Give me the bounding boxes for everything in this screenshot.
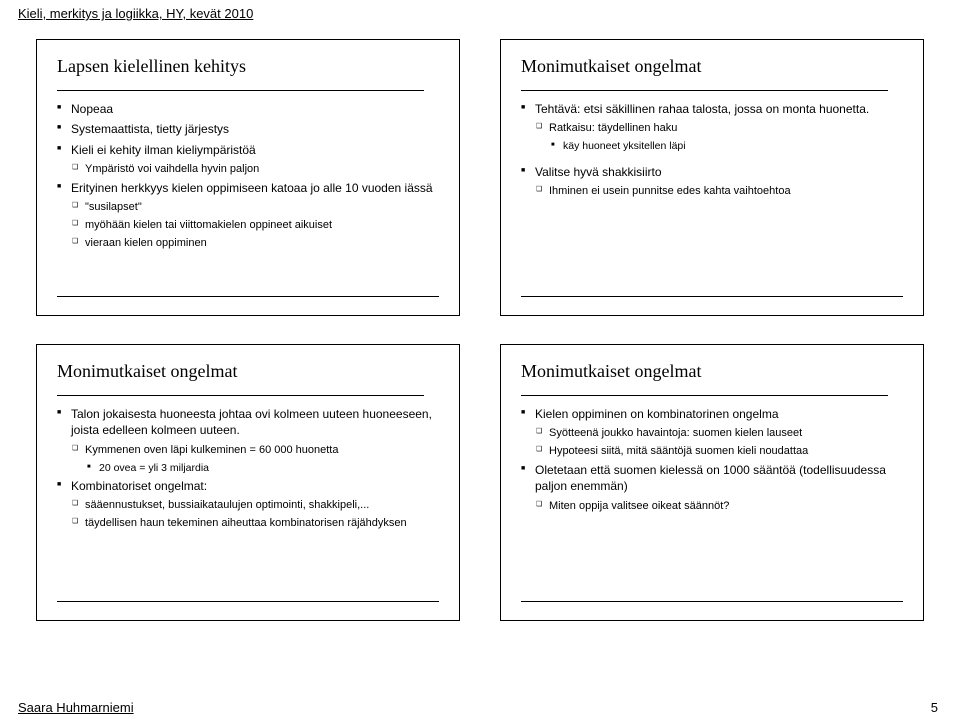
sub-bullet: sääennustukset, bussiaikataulujen optimo… (57, 498, 439, 513)
page-header: Kieli, merkitys ja logiikka, HY, kevät 2… (0, 0, 960, 21)
bullet: Talon jokaisesta huoneesta johtaa ovi ko… (57, 406, 439, 438)
slide-3: Monimutkaiset ongelmat Talon jokaisesta … (36, 344, 460, 621)
sub-bullet: Miten oppija valitsee oikeat säännöt? (521, 499, 903, 514)
slide-2-body: Tehtävä: etsi säkillinen rahaa talosta, … (521, 101, 903, 198)
bottom-rule (57, 601, 439, 602)
slide-2: Monimutkaiset ongelmat Tehtävä: etsi säk… (500, 39, 924, 316)
title-rule (521, 90, 888, 91)
title-rule (57, 90, 424, 91)
bullet: Kielen oppiminen on kombinatorinen ongel… (521, 406, 903, 422)
sub-bullet: täydellisen haun tekeminen aiheuttaa kom… (57, 516, 439, 531)
slide-1-title: Lapsen kielellinen kehitys (57, 54, 439, 78)
sub-bullet: Ratkaisu: täydellinen haku (521, 121, 903, 136)
slide-1-body: Nopeaa Systemaattista, tietty järjestys … (57, 101, 439, 250)
sub-bullet: myöhään kielen tai viittomakielen oppine… (57, 218, 439, 233)
title-rule (57, 395, 424, 396)
footer-page-number: 5 (931, 700, 938, 715)
sub-bullet: Ympäristö voi vaihdella hyvin paljon (57, 162, 439, 177)
bullet: Kombinatoriset ongelmat: (57, 478, 439, 494)
sub-bullet: vieraan kielen oppiminen (57, 236, 439, 251)
bullet: Oletetaan että suomen kielessä on 1000 s… (521, 462, 903, 494)
footer-author: Saara Huhmarniemi (18, 700, 134, 715)
sub-sub-bullet: käy huoneet yksitellen läpi (521, 139, 903, 153)
bullet: Valitse hyvä shakkisiirto (521, 164, 903, 180)
sub-sub-bullet: 20 ovea = yli 3 miljardia (57, 461, 439, 475)
bullet: Kieli ei kehity ilman kieliympäristöä (57, 142, 439, 158)
slide-3-title: Monimutkaiset ongelmat (57, 359, 439, 383)
sub-bullet: Ihminen ei usein punnitse edes kahta vai… (521, 184, 903, 199)
bottom-rule (521, 601, 903, 602)
sub-bullet: Syötteenä joukko havaintoja: suomen kiel… (521, 426, 903, 441)
slide-4: Monimutkaiset ongelmat Kielen oppiminen … (500, 344, 924, 621)
bullet: Nopeaa (57, 101, 439, 117)
bullet: Erityinen herkkyys kielen oppimiseen kat… (57, 180, 439, 196)
sub-bullet: "susilapset" (57, 200, 439, 215)
slide-4-body: Kielen oppiminen on kombinatorinen ongel… (521, 406, 903, 513)
bottom-rule (57, 296, 439, 297)
sub-bullet: Hypoteesi siitä, mitä sääntöjä suomen ki… (521, 444, 903, 459)
bullet: Systemaattista, tietty järjestys (57, 121, 439, 137)
bullet: Tehtävä: etsi säkillinen rahaa talosta, … (521, 101, 903, 117)
slides-grid: Lapsen kielellinen kehitys Nopeaa System… (0, 21, 960, 661)
title-rule (521, 395, 888, 396)
bottom-rule (521, 296, 903, 297)
slide-1: Lapsen kielellinen kehitys Nopeaa System… (36, 39, 460, 316)
slide-4-title: Monimutkaiset ongelmat (521, 359, 903, 383)
sub-bullet: Kymmenen oven läpi kulkeminen = 60 000 h… (57, 443, 439, 458)
slide-2-title: Monimutkaiset ongelmat (521, 54, 903, 78)
slide-3-body: Talon jokaisesta huoneesta johtaa ovi ko… (57, 406, 439, 530)
